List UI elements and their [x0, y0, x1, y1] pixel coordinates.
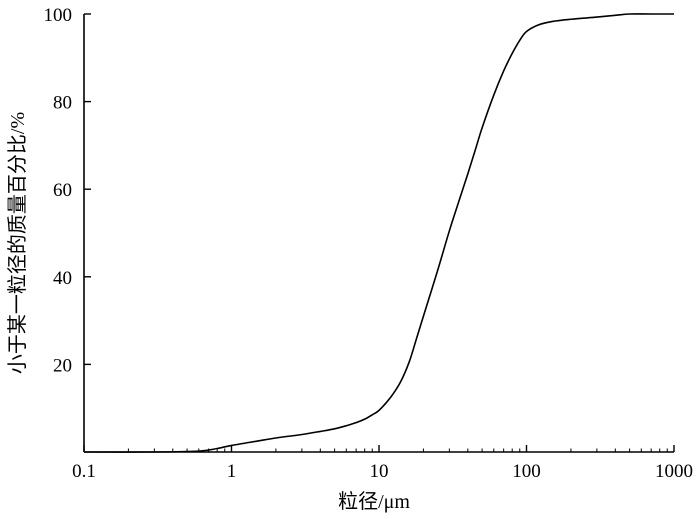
y-tick-label: 40 — [53, 268, 72, 289]
labels-layer: 0.1 1 10 100 1000 20 40 60 80 100 — [44, 5, 694, 482]
y-axis-title: 小于某一粒径的质量百分比/% — [6, 112, 29, 374]
y-tick-label: 60 — [53, 180, 72, 201]
x-axis-title: 粒径/μm — [338, 490, 410, 513]
ticks-layer — [83, 13, 675, 452]
axes-layer — [83, 14, 674, 453]
series-line — [83, 13, 674, 453]
y-tick-label: 20 — [53, 355, 72, 376]
x-tick-label: 100 — [512, 461, 541, 482]
x-tick-label: 1000 — [655, 461, 693, 482]
y-tick-label: 100 — [44, 5, 73, 26]
y-tick-label: 80 — [53, 93, 72, 114]
x-tick-label: 10 — [370, 461, 389, 482]
x-tick-label: 0.1 — [72, 461, 96, 482]
x-tick-label: 1 — [227, 461, 237, 482]
series-layer — [83, 13, 674, 453]
